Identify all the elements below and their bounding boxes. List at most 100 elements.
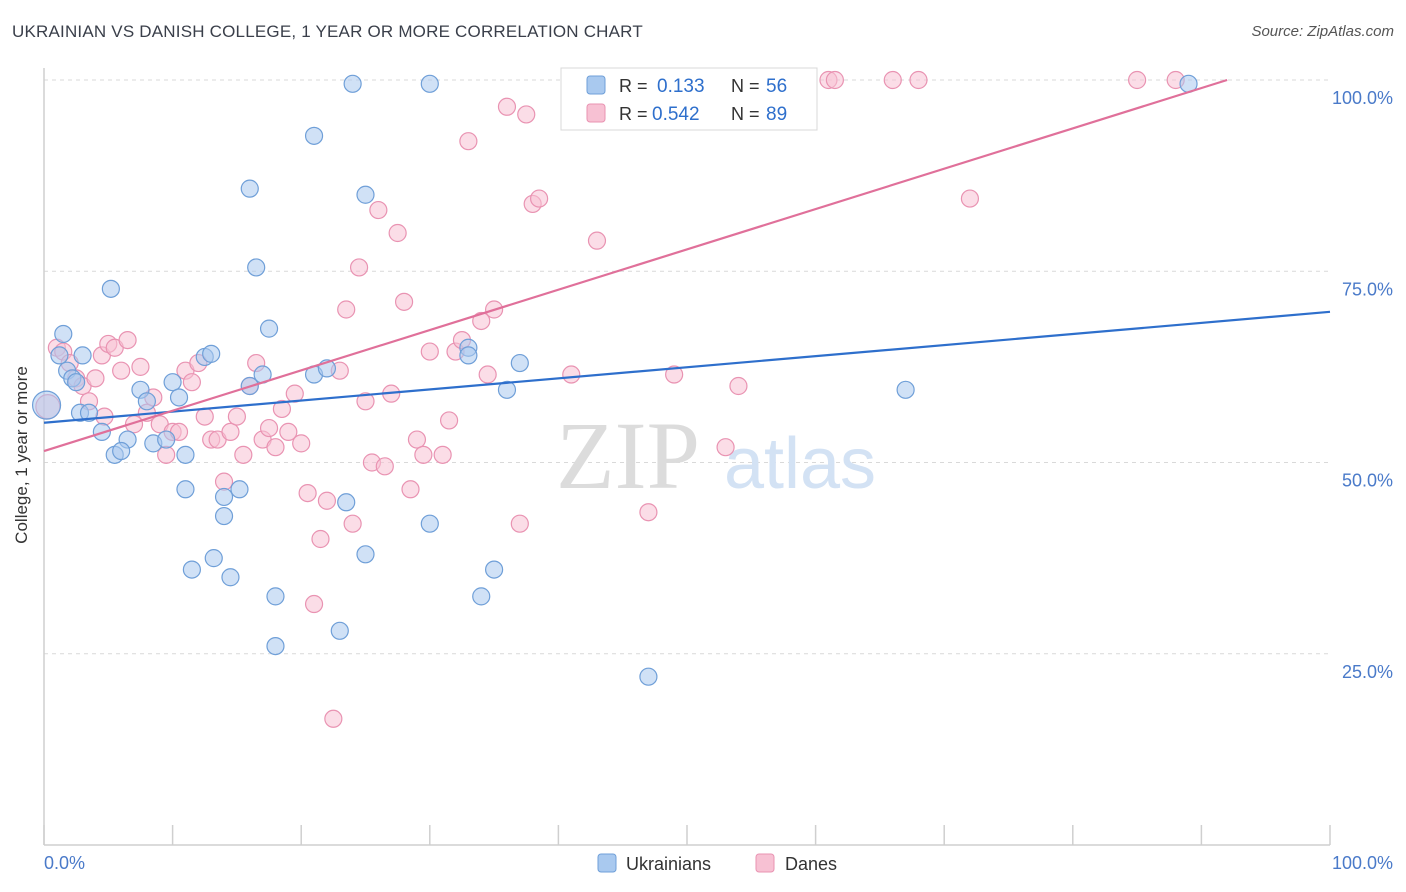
point-ukrainians-52 — [639, 667, 658, 686]
point-ukrainians-0 — [54, 324, 73, 344]
point-danes-39 — [292, 434, 311, 453]
axes — [43, 68, 1331, 846]
y-tick-label-100: 100.0% — [1332, 88, 1393, 108]
point-ukrainians-39 — [330, 621, 349, 640]
point-danes-22 — [182, 373, 201, 392]
point-ukrainians-9 — [73, 346, 92, 365]
point-ukrainians-10 — [67, 373, 86, 392]
point-danes-56 — [401, 480, 420, 499]
legend-top-r-value-2: 0.542 — [652, 104, 700, 125]
point-danes-59 — [420, 342, 439, 361]
point-ukrainians-11 — [101, 279, 120, 298]
legend-top-r-label-2: R = — [619, 104, 648, 124]
y-tick-label-50: 50.0% — [1342, 471, 1393, 491]
point-danes-58 — [414, 445, 433, 464]
point-danes-46 — [337, 300, 356, 319]
point-ukrainians-33 — [259, 319, 279, 338]
point-ukrainians-45 — [420, 514, 439, 533]
point-danes-85 — [960, 189, 980, 208]
point-ukrainians-41 — [343, 74, 362, 93]
legend-bottom: Ukrainians Danes — [597, 853, 837, 874]
point-ukrainians-40 — [337, 493, 356, 512]
point-ukrainians-55 — [31, 390, 62, 420]
point-ukrainians-1 — [50, 346, 69, 365]
point-ukrainians-53 — [896, 380, 915, 399]
point-danes-60 — [433, 445, 452, 464]
source-label: Source: ZipAtlas.com — [1251, 23, 1394, 40]
x-tick-label-100: 100.0% — [1332, 853, 1393, 873]
point-ukrainians-5 — [79, 403, 99, 422]
point-ukrainians-43 — [356, 545, 375, 564]
point-ukrainians-14 — [137, 392, 156, 411]
point-danes-79 — [729, 376, 748, 396]
point-danes-40 — [298, 484, 317, 503]
point-danes-36 — [272, 399, 292, 419]
point-danes-52 — [375, 457, 394, 476]
legend-top-n-label-2: N = — [731, 104, 760, 124]
legend-top-swatch-ukrainians — [586, 75, 606, 95]
point-danes-44 — [324, 709, 343, 728]
point-ukrainians-16 — [157, 430, 176, 449]
point-danes-69 — [510, 514, 529, 533]
point-danes-51 — [369, 200, 388, 220]
point-danes-65 — [472, 311, 491, 331]
point-danes-72 — [530, 189, 549, 208]
point-ukrainians-24 — [204, 549, 223, 568]
watermark-atlas: atlas — [724, 424, 876, 504]
watermark: ZIP atlas — [556, 402, 876, 509]
point-ukrainians-44 — [420, 74, 439, 93]
point-ukrainians-17 — [163, 373, 182, 392]
point-danes-66 — [478, 365, 497, 384]
trend-line-ukrainians — [43, 310, 1331, 424]
point-ukrainians-37 — [304, 126, 324, 145]
point-ukrainians-47 — [459, 346, 478, 365]
y-tick-label-25: 25.0% — [1342, 662, 1393, 682]
point-danes-49 — [356, 392, 375, 411]
point-danes-37 — [279, 422, 298, 441]
legend-top-swatch-danes — [586, 103, 606, 123]
legend-label-danes: Danes — [785, 854, 837, 874]
point-danes-54 — [388, 223, 407, 243]
legend-top-n-value-2: 89 — [766, 104, 787, 125]
point-danes-7 — [86, 369, 105, 388]
legend-label-ukrainians: Ukrainians — [626, 854, 711, 874]
point-danes-77 — [665, 365, 684, 384]
tick-labels: 25.0% 50.0% 75.0% 100.0% 0.0% 100.0% — [44, 88, 1393, 873]
point-ukrainians-30 — [240, 179, 259, 198]
legend-top: R = 0.133 N = 56 R = 0.542 N = 89 — [560, 67, 818, 131]
point-ukrainians-50 — [497, 380, 517, 399]
point-ukrainians-19 — [176, 480, 195, 499]
point-danes-30 — [234, 445, 253, 464]
point-ukrainians-31 — [247, 258, 266, 277]
trend-line-danes — [43, 78, 1228, 453]
y-axis-label: College, 1 year or more — [12, 366, 31, 544]
point-danes-84 — [909, 70, 928, 90]
point-danes-55 — [394, 292, 414, 311]
point-danes-61 — [439, 411, 459, 430]
point-ukrainians-21 — [182, 560, 201, 579]
point-danes-70 — [517, 105, 536, 124]
legend-top-n-label-1: N = — [731, 76, 760, 96]
point-danes-12 — [118, 331, 137, 350]
chart-title: UKRAINIAN VS DANISH COLLEGE, 1 YEAR OR M… — [12, 22, 643, 41]
point-danes-28 — [221, 422, 240, 441]
point-danes-64 — [459, 132, 478, 151]
point-danes-78 — [716, 438, 735, 457]
point-danes-47 — [343, 514, 362, 533]
point-danes-14 — [131, 357, 150, 376]
point-danes-48 — [349, 258, 369, 277]
legend-swatch-danes — [755, 853, 775, 873]
point-danes-42 — [311, 529, 330, 549]
point-danes-76 — [639, 503, 658, 522]
point-danes-68 — [497, 97, 517, 116]
legend-top-r-label-1: R = — [619, 76, 648, 96]
point-danes-74 — [587, 231, 607, 250]
point-ukrainians-18 — [169, 388, 189, 407]
point-ukrainians-49 — [485, 560, 504, 579]
point-ukrainians-27 — [221, 568, 240, 587]
point-danes-27 — [214, 472, 234, 491]
point-danes-73 — [562, 365, 581, 384]
legend-swatch-ukrainians — [597, 853, 617, 873]
point-danes-41 — [304, 594, 324, 614]
